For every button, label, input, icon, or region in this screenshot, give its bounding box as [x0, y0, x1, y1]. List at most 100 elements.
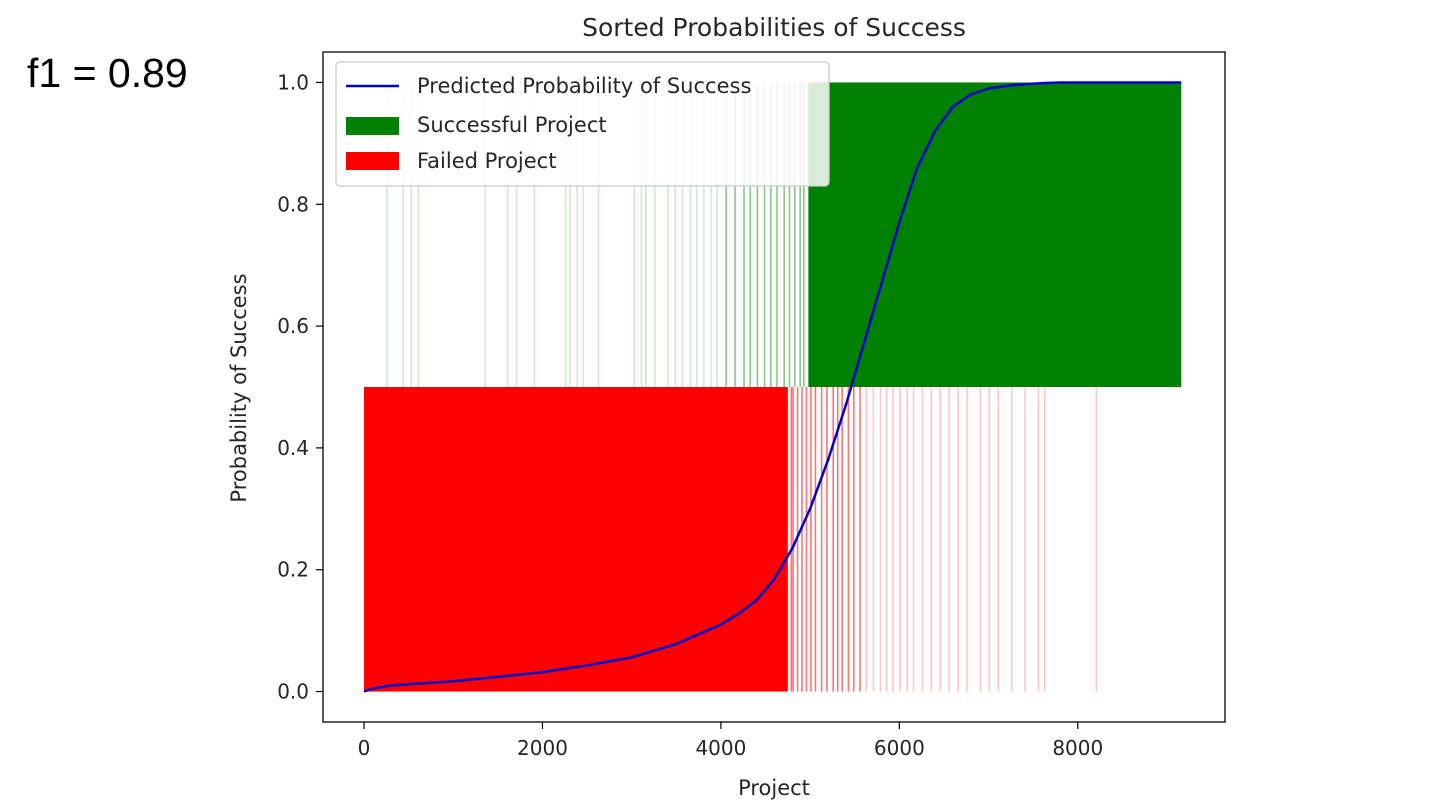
legend-label-successful: Successful Project — [417, 113, 607, 137]
x-axis-ticks: 0 2000 4000 6000 8000 — [358, 722, 1103, 760]
failed-bar — [814, 387, 817, 692]
failed-bar — [832, 387, 835, 692]
successful-bar — [788, 82, 791, 388]
failed-bar — [979, 387, 982, 692]
failed-project-bars — [364, 387, 1098, 692]
failed-bar — [912, 387, 915, 692]
failed-bar — [957, 387, 959, 692]
failed-bar — [859, 387, 861, 692]
successful-bar — [794, 82, 796, 388]
failed-bar — [792, 387, 794, 692]
failed-bar — [1024, 387, 1026, 692]
failed-bar — [1037, 387, 1040, 692]
failed-bar — [997, 387, 1000, 692]
failed-bar — [966, 387, 968, 692]
failed-bar — [836, 387, 839, 692]
successful-bar — [597, 82, 600, 388]
failed-bar — [988, 387, 991, 692]
x-tick-label: 0 — [358, 736, 371, 760]
failed-bar — [872, 387, 875, 692]
successful-bar — [515, 82, 518, 388]
successful-bar — [582, 82, 585, 388]
y-tick-label: 1.0 — [277, 70, 309, 94]
failed-bar-block — [364, 387, 788, 692]
successful-bar — [769, 82, 772, 388]
failed-bar — [805, 387, 808, 692]
legend-swatch-successful — [346, 117, 399, 135]
legend: Predicted Probability of Success Success… — [335, 61, 830, 187]
x-tick-label: 8000 — [1052, 736, 1103, 760]
y-tick-label: 0.0 — [277, 680, 309, 704]
successful-bar — [749, 82, 752, 388]
failed-bar — [790, 387, 793, 692]
successful-bar — [402, 82, 405, 388]
y-tick-label: 0.4 — [277, 436, 309, 460]
successful-bar — [417, 82, 420, 388]
successful-bar — [783, 82, 785, 388]
successful-bar — [533, 82, 536, 388]
successful-bar-block — [808, 82, 1182, 388]
successful-bar — [569, 82, 571, 388]
legend-label-predicted: Predicted Probability of Success — [417, 74, 751, 98]
y-axis-title: Probability of Success — [227, 273, 251, 502]
successful-bar — [710, 82, 712, 388]
legend-box — [335, 61, 830, 187]
successful-bar — [564, 82, 567, 388]
successful-bar — [763, 82, 766, 388]
successful-bar — [734, 82, 736, 388]
plot-frame — [322, 51, 1226, 723]
failed-bar — [1043, 387, 1046, 692]
successful-bar — [725, 82, 727, 388]
successful-bar — [799, 82, 802, 388]
successful-bar — [386, 82, 388, 388]
failed-bar — [865, 387, 868, 692]
failed-bar — [939, 387, 942, 692]
successful-bar — [645, 82, 647, 388]
legend-label-failed: Failed Project — [417, 149, 556, 173]
successful-bar — [667, 82, 669, 388]
chart-title: Sorted Probabilities of Success — [582, 13, 966, 42]
failed-bar — [852, 387, 855, 692]
failed-bar — [847, 387, 850, 692]
x-tick-label: 2000 — [517, 736, 568, 760]
y-axis-ticks: 0.0 0.2 0.4 0.6 0.8 1.0 — [277, 70, 323, 704]
x-tick-label: 4000 — [695, 736, 746, 760]
successful-bar — [695, 82, 698, 388]
failed-bar — [820, 387, 823, 692]
failed-bar — [810, 387, 812, 692]
failed-bar — [930, 387, 933, 692]
successful-bar — [756, 82, 759, 388]
successful-bar — [689, 82, 692, 388]
successful-bar — [674, 82, 677, 388]
failed-bar — [899, 387, 901, 692]
failed-bar — [801, 387, 803, 692]
failed-bar — [841, 387, 843, 692]
x-tick-label: 6000 — [874, 736, 925, 760]
y-tick-label: 0.2 — [277, 558, 309, 582]
successful-bar — [681, 82, 684, 388]
successful-bar — [633, 82, 636, 388]
successful-bar — [506, 82, 509, 388]
y-tick-label: 0.6 — [277, 314, 309, 338]
failed-bar — [826, 387, 828, 692]
successful-bar — [654, 82, 656, 388]
successful-bar — [716, 82, 719, 388]
successful-bar — [703, 82, 705, 388]
successful-bar — [743, 82, 745, 388]
successful-bar — [776, 82, 778, 388]
failed-bar — [1010, 387, 1013, 692]
successful-bar — [484, 82, 487, 388]
successful-project-bars — [386, 82, 1182, 388]
y-tick-label: 0.8 — [277, 192, 309, 216]
predicted-probability-line — [363, 81, 1182, 693]
failed-bar — [921, 387, 924, 692]
successful-bar — [802, 82, 805, 388]
x-axis-title: Project — [738, 776, 810, 800]
successful-bar — [576, 82, 578, 388]
failed-bar — [879, 387, 882, 692]
failed-bar — [1095, 387, 1098, 692]
failed-bar — [892, 387, 894, 692]
f1-score-label: f1 = 0.89 — [27, 50, 188, 96]
failed-bar — [906, 387, 909, 692]
